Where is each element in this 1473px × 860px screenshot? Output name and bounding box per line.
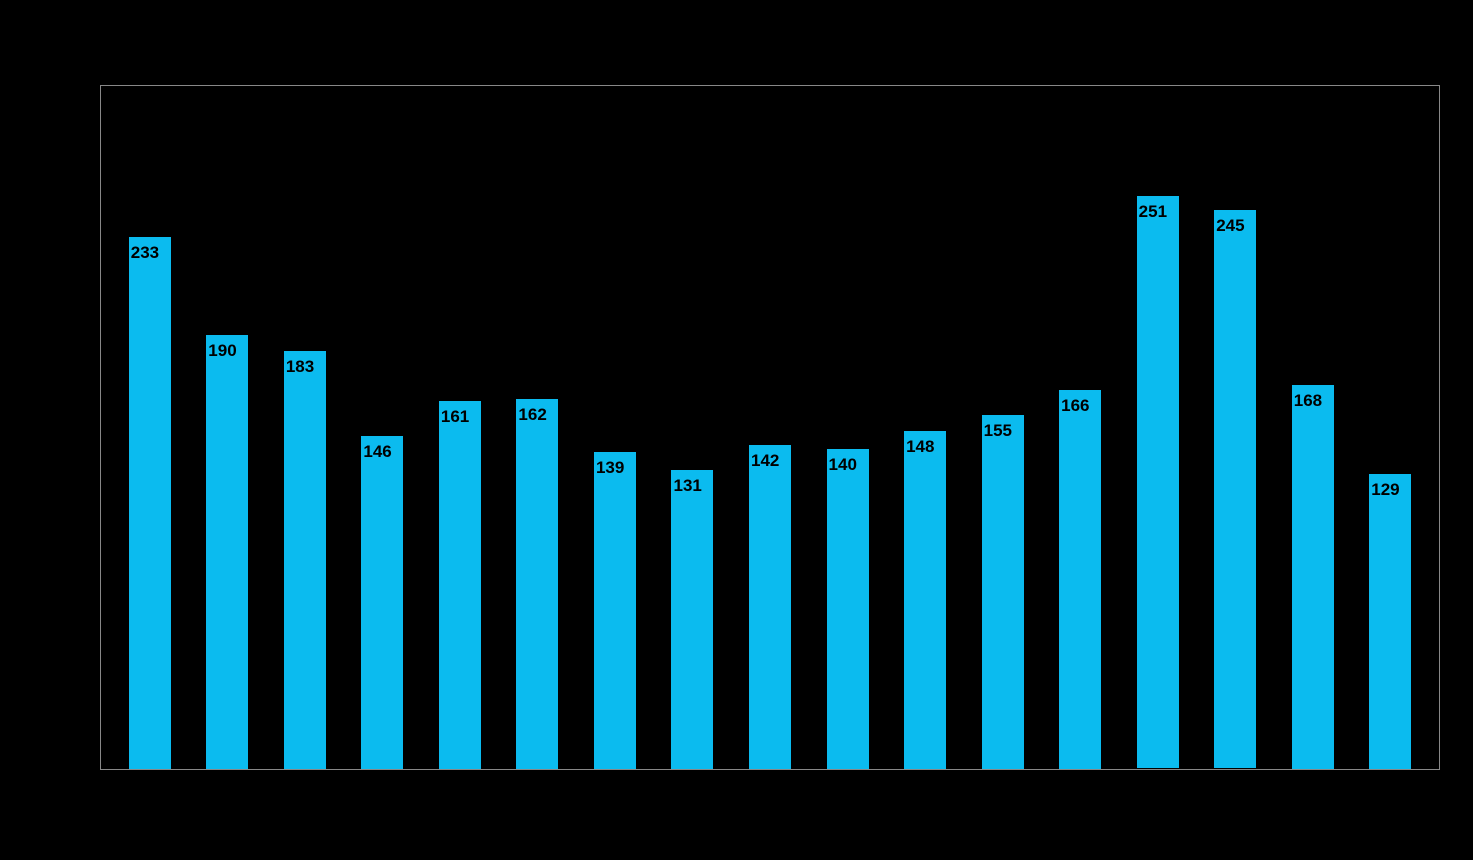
bar: 251 [1137, 196, 1179, 769]
bar-value-label: 142 [751, 451, 779, 471]
bar-body [206, 335, 248, 769]
bar-body [516, 399, 558, 769]
bar-wrapper: 131 [654, 86, 732, 769]
bar: 139 [594, 452, 636, 769]
bar-wrapper: 129 [1352, 86, 1430, 769]
bar-wrapper: 155 [964, 86, 1042, 769]
bar-value-label: 140 [829, 455, 857, 475]
bar-divider [1214, 278, 1256, 769]
bar-body [671, 470, 713, 769]
bar: 162 [516, 399, 558, 769]
bar: 140 [827, 449, 869, 769]
bar: 131 [671, 470, 713, 769]
bar-body [904, 431, 946, 769]
bar-body [129, 237, 171, 769]
chart-plot-area: 233 190 183 146 161 162 139 131 142 140 148 155 166 2… [100, 85, 1440, 770]
bar-wrapper: 162 [499, 86, 577, 769]
bar-body [1369, 474, 1411, 769]
bar-wrapper: 146 [344, 86, 422, 769]
bar-value-label: 168 [1294, 391, 1322, 411]
bar-value-label: 166 [1061, 396, 1089, 416]
bar-wrapper: 139 [576, 86, 654, 769]
bar-value-label: 139 [596, 458, 624, 478]
bar-value-label: 131 [673, 476, 701, 496]
bar-wrapper: 148 [886, 86, 964, 769]
bar-value-label: 161 [441, 407, 469, 427]
bar-body [1059, 390, 1101, 769]
bar-body [439, 401, 481, 769]
bar: 166 [1059, 390, 1101, 769]
bar-body [982, 415, 1024, 769]
bar-body [594, 452, 636, 769]
bar-body [1292, 385, 1334, 769]
bar-value-label: 245 [1216, 216, 1244, 236]
bar-wrapper: 183 [266, 86, 344, 769]
bar-wrapper: 190 [189, 86, 267, 769]
bar-wrapper: 168 [1274, 86, 1352, 769]
bar-body [827, 449, 869, 769]
bar-value-label: 233 [131, 243, 159, 263]
bar-value-label: 190 [208, 341, 236, 361]
bar: 168 [1292, 385, 1334, 769]
bar: 233 [129, 237, 171, 769]
bar: 161 [439, 401, 481, 769]
bar: 146 [361, 436, 403, 769]
bar: 183 [284, 351, 326, 769]
bar-value-label: 129 [1371, 480, 1399, 500]
bar: 148 [904, 431, 946, 769]
bar: 142 [749, 445, 791, 769]
bar-wrapper: 251 [1119, 86, 1197, 769]
bar-wrapper: 140 [809, 86, 887, 769]
bar-body [361, 436, 403, 769]
bars-area: 233 190 183 146 161 162 139 131 142 140 148 155 166 2… [101, 86, 1439, 769]
bar-value-label: 183 [286, 357, 314, 377]
bar-wrapper: 233 [111, 86, 189, 769]
bar-value-label: 251 [1139, 202, 1167, 222]
bar-body [749, 445, 791, 769]
bar-wrapper: 245 [1196, 86, 1274, 769]
bar-body [284, 351, 326, 769]
bar-value-label: 148 [906, 437, 934, 457]
bar-divider [1137, 271, 1179, 769]
bar-wrapper: 166 [1041, 86, 1119, 769]
bar-value-label: 146 [363, 442, 391, 462]
bar-wrapper: 161 [421, 86, 499, 769]
bar: 129 [1369, 474, 1411, 769]
bar: 155 [982, 415, 1024, 769]
bar-value-label: 162 [518, 405, 546, 425]
bar: 245 [1214, 210, 1256, 769]
bar-wrapper: 142 [731, 86, 809, 769]
bar: 190 [206, 335, 248, 769]
bar-value-label: 155 [984, 421, 1012, 441]
